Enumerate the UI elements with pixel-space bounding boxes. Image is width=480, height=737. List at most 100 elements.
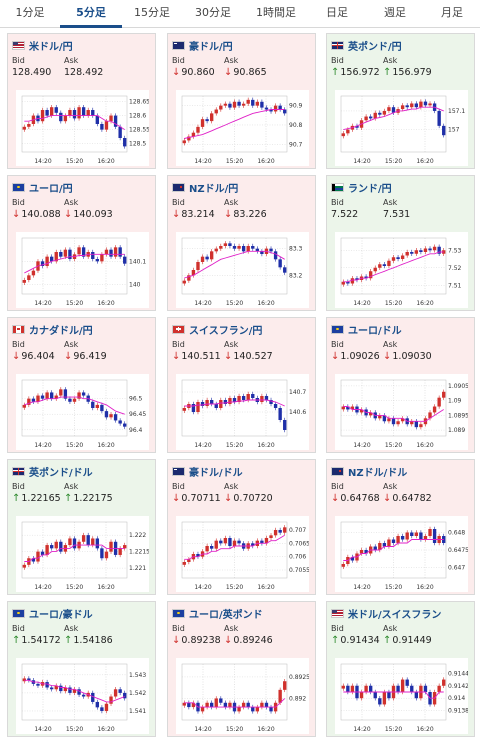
ask-value: ↓1.09030 (383, 351, 432, 362)
currency-pair-name[interactable]: 英ポンド/ドル (29, 467, 93, 479)
moving-average-line (184, 109, 285, 139)
candlestick-chart[interactable]: 14:20 15:20 16:20 83.3 83.2 (176, 232, 309, 308)
ask-value: ↑0.91449 (383, 635, 432, 646)
chart-svg: 14:20 15:20 16:20 0.648 0.6475 0.647 (340, 521, 468, 591)
y-tick-label: 0.648 (448, 530, 465, 537)
y-tick-label: 128.55 (129, 127, 149, 134)
rate-card[interactable]: スイスフラン/円 Bid Ask ↓140.511 ↓140.527 14:20 15:20… (167, 317, 316, 453)
candle-body (264, 396, 269, 400)
rate-card[interactable]: ランド/円 Bid Ask 7.522 7.531 14:20 15:20 16:20 7.53… (326, 175, 475, 311)
candlestick-chart[interactable]: 14:20 15:20 16:20 1.543 1.542 1.541 (16, 658, 149, 734)
candle-body (410, 103, 414, 108)
candle-body (40, 261, 45, 266)
candle-body (223, 103, 228, 106)
candle-body (123, 692, 127, 699)
rate-card[interactable]: NZドル/円 Bid Ask ↓83.214 ↓83.226 14:20 15:20 16:2… (167, 175, 316, 311)
candlestick-chart[interactable]: 14:20 15:20 16:20 140.7 140.6 (176, 374, 309, 450)
candlestick-chart[interactable]: 14:20 15:20 16:20 128.65 128.6 128.55 128.5 (16, 90, 149, 166)
currency-pair-name[interactable]: ランド/円 (348, 183, 392, 195)
candle-body (414, 532, 419, 536)
candlestick-chart[interactable]: 14:20 15:20 16:20 90.9 90.8 90.7 (176, 90, 309, 166)
tab-4[interactable]: 1時間足 (256, 6, 296, 19)
currency-pair-name[interactable]: ユーロ/ドル (348, 325, 402, 337)
candlestick-chart[interactable]: 14:20 15:20 16:20 1.222 1.2215 1.221 (16, 516, 149, 592)
candle-body (223, 538, 228, 544)
currency-pair-name[interactable]: 米ドル/円 (29, 41, 73, 53)
currency-pair-name[interactable]: 豪ドル/円 (189, 41, 233, 53)
tab-6[interactable]: 週足 (384, 6, 406, 19)
candle-body (378, 264, 382, 268)
candlestick-chart[interactable]: 14:20 15:20 16:20 0.9144 0.9142 0.914 0.9138 (335, 658, 468, 734)
currency-pair-name[interactable]: NZドル/円 (189, 183, 239, 195)
currency-pair-name[interactable]: 豪ドル/ドル (189, 467, 243, 479)
currency-pair-name[interactable]: 英ポンド/円 (348, 41, 402, 53)
card-header: ユーロ/英ポンド (172, 607, 263, 621)
candle-body (214, 404, 218, 408)
candlestick-chart[interactable]: 14:20 15:20 16:20 140.1 140 (16, 232, 149, 308)
candlestick-chart[interactable]: 14:20 15:20 16:20 0.8925 0.892 (176, 658, 309, 734)
candlestick-chart[interactable]: 14:20 15:20 16:20 0.648 0.6475 0.647 (335, 516, 468, 592)
y-tick-label: 1.543 (129, 672, 146, 679)
rate-card[interactable]: ユーロ/豪ドル Bid Ask ↑1.54172 ↑1.54186 14:20 15:20 1… (7, 601, 156, 737)
x-tick-label: 15:20 (226, 442, 243, 449)
currency-pair-name[interactable]: ユーロ/英ポンド (189, 609, 263, 621)
arrow-down-icon: ↓ (224, 67, 233, 78)
rate-card[interactable]: ユーロ/円 Bid Ask ↓140.088 ↓140.093 14:20 15:20 16:… (7, 175, 156, 311)
candlestick-chart[interactable]: 14:20 15:20 16:20 1.0905 1.09 1.0895 1.089 (335, 374, 468, 450)
currency-pair-name[interactable]: カナダドル/円 (29, 325, 93, 337)
rate-card[interactable]: NZドル/ドル Bid Ask ↓0.64768 ↓0.64782 14:20 15:20 1… (326, 459, 475, 595)
tab-5[interactable]: 日足 (326, 6, 348, 19)
rate-card[interactable]: 英ポンド/ドル Bid Ask ↑1.22165 ↑1.22175 14:20 15:20 1… (7, 459, 156, 595)
candle-body (68, 249, 72, 259)
candle-body (278, 105, 282, 110)
tab-0[interactable]: 1分足 (15, 6, 45, 19)
ask-label: Ask (383, 624, 398, 633)
candlestick-chart[interactable]: 14:20 15:20 16:20 157.1 157 (335, 90, 468, 166)
candle-body (260, 396, 264, 402)
candle-body (368, 116, 373, 119)
rate-card[interactable]: カナダドル/円 Bid Ask ↓96.404 ↓96.419 14:20 15:20 16:… (7, 317, 156, 453)
candle-body (113, 115, 118, 127)
ask-value: ↓96.419 (64, 351, 107, 362)
candle-body (214, 540, 218, 549)
x-tick-label: 14:20 (353, 158, 370, 165)
currency-pair-name[interactable]: NZドル/ドル (348, 467, 408, 479)
currency-pair-name[interactable]: スイスフラン/円 (189, 325, 263, 337)
rate-card[interactable]: 米ドル/スイスフラン Bid Ask ↑0.91434 ↑0.91449 14:20 15:… (326, 601, 475, 737)
card-header: ユーロ/豪ドル (12, 607, 93, 621)
rate-card[interactable]: 米ドル/円 Bid Ask 128.490 128.492 14:20 15:20 16:20… (7, 33, 156, 169)
x-tick-label: 16:20 (416, 300, 433, 307)
candle-body (54, 107, 58, 113)
tab-2[interactable]: 15分足 (134, 6, 170, 19)
rate-card[interactable]: ユーロ/英ポンド Bid Ask ↓0.89238 ↓0.89246 14:20 15:20… (167, 601, 316, 737)
ask-value: 7.531 (383, 209, 410, 220)
tab-7[interactable]: 月足 (441, 6, 463, 19)
candle-body (283, 420, 287, 430)
rate-card[interactable]: 豪ドル/ドル Bid Ask ↓0.70711 ↓0.70720 14:20 15:20 16… (167, 459, 316, 595)
candlestick-chart[interactable]: 14:20 15:20 16:20 7.53 7.52 7.51 (335, 232, 468, 308)
moving-average-line (343, 251, 444, 283)
tab-1[interactable]: 5分足 (60, 0, 122, 28)
candlestick-chart[interactable]: 14:20 15:20 16:20 96.5 96.45 96.4 (16, 374, 149, 450)
currency-pair-name[interactable]: 米ドル/スイスフラン (348, 609, 442, 621)
y-tick-label: 0.706 (289, 554, 306, 561)
currency-pair-name[interactable]: ユーロ/豪ドル (29, 609, 93, 621)
candle-body (22, 404, 26, 408)
candle-body (205, 400, 209, 406)
rate-card[interactable]: 英ポンド/円 Bid Ask ↑156.972 ↑156.979 14:20 15:20 16… (326, 33, 475, 169)
candle-body (355, 278, 359, 280)
candle-body (341, 281, 345, 285)
candle-body (123, 256, 127, 264)
candlestick-chart[interactable]: 14:20 15:20 16:20 0.707 0.7065 0.706 0.7055 (176, 516, 309, 592)
candle-body (209, 400, 214, 404)
tab-3[interactable]: 30分足 (195, 6, 231, 19)
candle-body (59, 112, 63, 122)
currency-pair-name[interactable]: ユーロ/円 (29, 183, 73, 195)
rate-card[interactable]: 豪ドル/円 Bid Ask ↓90.860 ↓90.865 14:20 15:20 16:20… (167, 33, 316, 169)
candle-body (54, 395, 58, 399)
candle-body (118, 420, 122, 424)
candle-body (368, 412, 373, 416)
candle-body (405, 105, 409, 108)
ask-value: ↓83.226 (224, 209, 267, 220)
rate-card[interactable]: ユーロ/ドル Bid Ask ↓1.09026 ↓1.09030 14:20 15:20 16… (326, 317, 475, 453)
